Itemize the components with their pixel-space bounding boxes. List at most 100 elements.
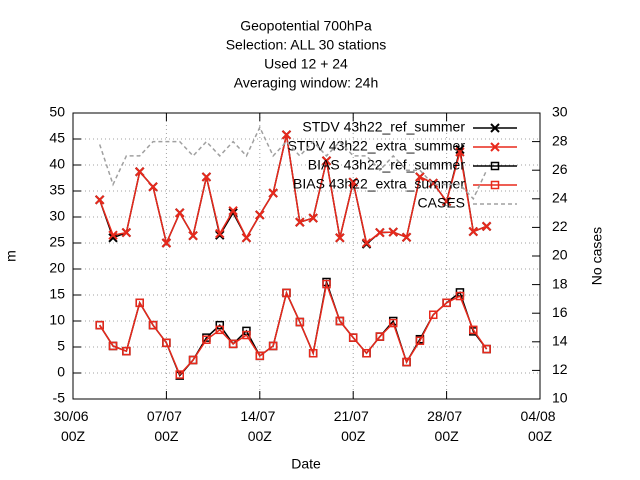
marker xyxy=(295,217,305,227)
marker xyxy=(215,325,225,335)
marker xyxy=(322,279,331,289)
chart-title: Averaging window: 24h xyxy=(234,75,379,91)
marker xyxy=(175,370,184,379)
y2-tick-label: 24 xyxy=(552,190,568,206)
marker xyxy=(429,310,438,320)
y2-tick-label: 10 xyxy=(552,390,568,406)
plot-frame xyxy=(72,112,541,400)
marker xyxy=(282,288,291,298)
legend-marker xyxy=(490,180,500,190)
y2-tick-label: 18 xyxy=(552,275,568,291)
x-tick-label: 21/07 00Z xyxy=(334,408,373,444)
marker xyxy=(94,195,105,205)
marker xyxy=(135,167,145,177)
marker xyxy=(468,226,478,237)
marker xyxy=(428,178,438,188)
marker xyxy=(402,357,411,367)
legend-label: STDV 43h22_ref_summer xyxy=(302,119,465,135)
marker xyxy=(135,298,144,308)
chart-title: Geopotential 700hPa xyxy=(240,18,372,34)
y-tick-label: -5 xyxy=(53,390,66,406)
marker xyxy=(122,346,131,356)
marker xyxy=(255,210,265,220)
marker xyxy=(188,231,198,241)
chart-title: Selection: ALL 30 stations xyxy=(226,37,387,53)
y2-tick-label: 16 xyxy=(552,304,568,320)
legend-label: CASES xyxy=(418,195,465,211)
y-tick-label: 5 xyxy=(57,338,65,354)
y-tick-label: 40 xyxy=(49,156,65,172)
marker xyxy=(201,172,212,182)
marker xyxy=(469,325,478,335)
x-tick-label: 30/06 00Z xyxy=(54,408,93,444)
marker xyxy=(188,355,198,365)
marker xyxy=(255,351,265,361)
y-tick-label: 50 xyxy=(49,104,65,120)
marker xyxy=(335,316,345,326)
y2-tick-label: 22 xyxy=(552,218,568,234)
marker xyxy=(415,172,425,182)
y2-axis-label: No cases xyxy=(589,227,605,285)
y2-tick-label: 20 xyxy=(552,247,568,263)
marker xyxy=(215,228,225,239)
marker xyxy=(295,317,305,327)
marker xyxy=(121,227,132,238)
marker xyxy=(388,227,398,237)
marker xyxy=(335,233,345,243)
marker xyxy=(441,196,452,207)
marker xyxy=(148,182,158,192)
marker xyxy=(108,341,118,351)
marker xyxy=(375,227,385,238)
marker xyxy=(481,221,492,232)
marker xyxy=(228,206,238,216)
marker xyxy=(415,336,425,346)
marker xyxy=(308,213,318,223)
marker xyxy=(388,318,398,328)
y-tick-label: 45 xyxy=(49,130,65,146)
y-tick-label: 25 xyxy=(49,234,65,250)
marker xyxy=(241,233,252,243)
legend-label: BIAS 43h22_extra_summer xyxy=(293,176,465,192)
marker xyxy=(362,348,371,358)
chart-title: Used 12 + 24 xyxy=(264,56,348,72)
y-tick-label: 35 xyxy=(49,182,65,198)
marker xyxy=(148,320,158,330)
y-tick-label: 10 xyxy=(49,312,65,328)
marker xyxy=(361,238,372,248)
marker xyxy=(268,341,278,351)
marker xyxy=(348,333,358,342)
legend-marker xyxy=(490,123,500,133)
marker xyxy=(215,320,225,330)
marker xyxy=(308,348,318,358)
legend-marker xyxy=(490,142,500,152)
marker xyxy=(455,144,465,155)
marker xyxy=(455,291,465,301)
marker xyxy=(401,232,412,242)
marker xyxy=(375,332,385,341)
y-tick-label: 20 xyxy=(49,260,65,276)
x-axis-label: Date xyxy=(291,456,321,472)
y2-tick-label: 14 xyxy=(552,333,568,349)
x-tick-label: 04/08 00Z xyxy=(521,408,560,444)
y-tick-label: 0 xyxy=(57,364,65,380)
y-tick-label: 30 xyxy=(49,208,65,224)
marker xyxy=(268,188,278,198)
marker xyxy=(162,338,171,348)
marker xyxy=(95,320,104,330)
marker xyxy=(482,344,491,354)
marker xyxy=(321,156,332,166)
legend-label: BIAS 43h22_ref_summer xyxy=(308,157,466,173)
marker xyxy=(442,298,451,308)
marker xyxy=(242,330,251,340)
series-line xyxy=(98,125,488,201)
y2-tick-label: 28 xyxy=(552,132,568,148)
marker xyxy=(348,177,358,187)
marker xyxy=(215,230,225,240)
y2-tick-label: 26 xyxy=(552,161,568,177)
y2-tick-label: 30 xyxy=(552,104,568,120)
legend-label: STDV 43h22_extra_summer xyxy=(288,138,466,154)
x-tick-label: 28/07 00Z xyxy=(427,408,466,444)
legend-marker xyxy=(490,161,500,171)
